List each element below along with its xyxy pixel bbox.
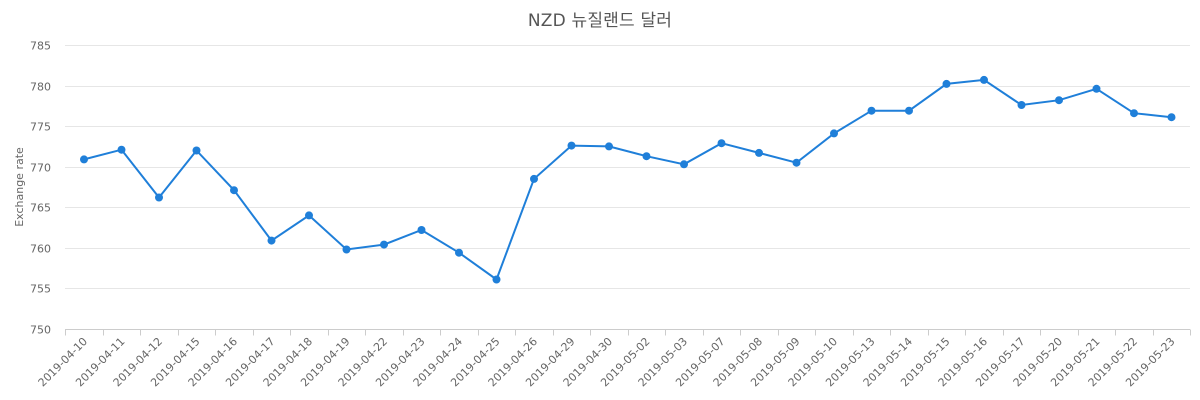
data-point bbox=[530, 174, 538, 183]
data-point bbox=[717, 139, 726, 148]
y-tick-label: 770 bbox=[30, 162, 51, 175]
data-point bbox=[80, 155, 88, 164]
chart-title: NZD 뉴질랜드 달러 bbox=[527, 11, 673, 31]
data-point bbox=[417, 226, 426, 234]
data-point bbox=[792, 158, 801, 167]
data-point bbox=[1017, 101, 1026, 109]
data-point bbox=[905, 106, 913, 115]
data-point bbox=[605, 142, 613, 151]
data-point bbox=[1167, 113, 1176, 122]
data-point bbox=[455, 248, 463, 257]
data-point bbox=[380, 240, 388, 249]
series-line bbox=[83, 78, 1172, 282]
data-point bbox=[267, 236, 276, 245]
data-point bbox=[680, 160, 688, 169]
y-tick-label: 750 bbox=[30, 324, 51, 337]
data-point bbox=[342, 245, 351, 254]
data-point bbox=[567, 141, 576, 150]
data-point bbox=[980, 75, 988, 84]
data-point bbox=[642, 152, 651, 161]
data-point bbox=[117, 145, 126, 154]
y-tick-label: 785 bbox=[30, 40, 51, 53]
data-point bbox=[1055, 96, 1063, 105]
y-axis-label: Exchange rate bbox=[13, 147, 26, 227]
data-point bbox=[830, 129, 838, 138]
data-point bbox=[155, 193, 163, 202]
y-tick-label: 765 bbox=[30, 202, 51, 215]
data-point bbox=[492, 275, 501, 284]
data-point bbox=[1092, 84, 1101, 93]
data-point bbox=[755, 148, 763, 157]
data-point bbox=[867, 106, 876, 115]
y-tick-label: 780 bbox=[30, 81, 51, 94]
y-tick-label: 755 bbox=[30, 283, 51, 296]
y-tick-label: 775 bbox=[30, 121, 51, 134]
data-point bbox=[1130, 109, 1138, 118]
data-point bbox=[192, 146, 201, 155]
y-tick-label: 760 bbox=[30, 243, 51, 256]
data-point bbox=[305, 211, 313, 220]
data-point bbox=[230, 186, 238, 195]
data-point bbox=[942, 79, 951, 88]
